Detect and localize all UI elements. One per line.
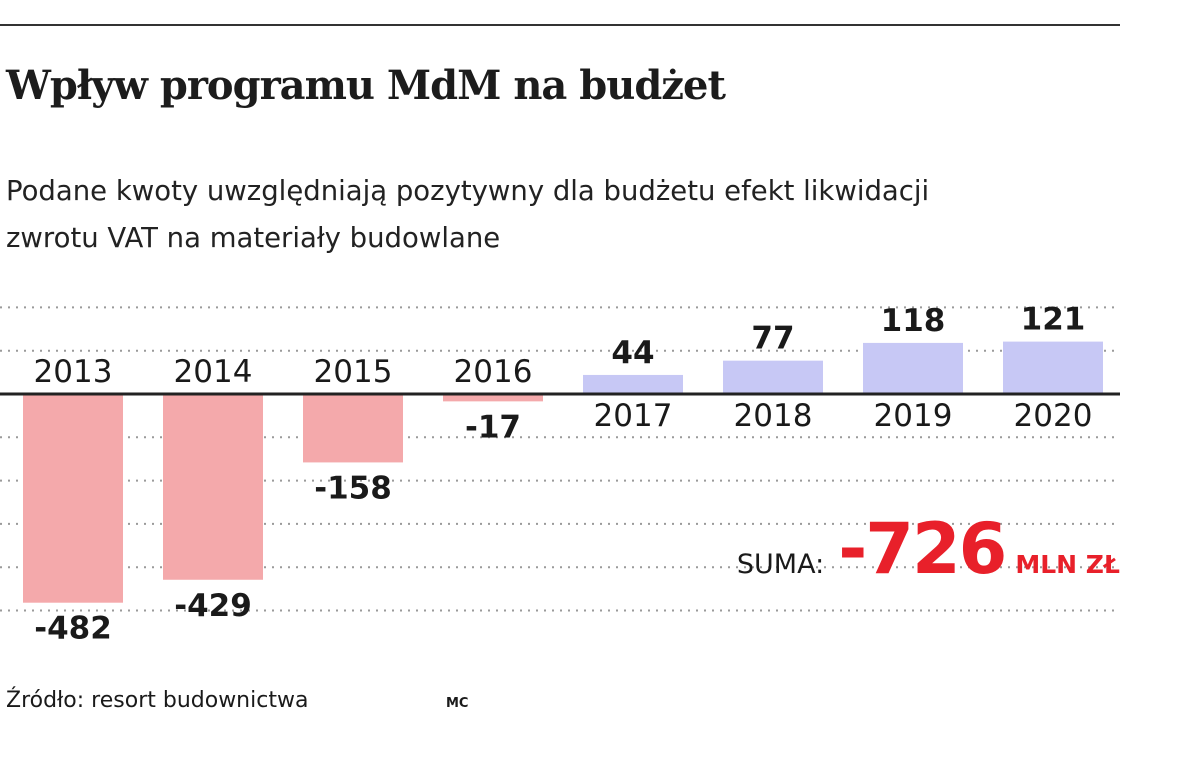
bar-2016 — [443, 394, 543, 402]
bar-2019 — [863, 342, 963, 394]
category-label: 2019 — [874, 398, 953, 434]
summary-label: SUMA: — [736, 549, 825, 580]
bar-2020 — [1003, 341, 1103, 394]
gridlines — [0, 306, 1120, 612]
value-label: 121 — [1021, 302, 1086, 338]
category-label: 2020 — [1014, 398, 1093, 434]
subtitle-line-2: zwrotu VAT na materiały budowlane — [6, 222, 501, 254]
category-label: 2015 — [314, 354, 393, 390]
labels: 2013 -482 2014 -429 2015 -158 2016 -17 2017 44 201… — [34, 302, 1093, 647]
category-label: 2018 — [734, 398, 813, 434]
value-label: -17 — [465, 409, 521, 445]
source-note: Źródło: resort budownictwa — [6, 688, 309, 713]
bar-2015 — [303, 394, 403, 463]
value-label: -429 — [174, 588, 252, 624]
summary-block: SUMA: -726 MLN ZŁ — [737, 508, 1120, 590]
subtitle-line-1: Podane kwoty uwzględniają pozytywny dla … — [6, 175, 930, 207]
value-label: 118 — [881, 303, 946, 339]
category-label: 2014 — [174, 354, 253, 390]
top-rule — [0, 24, 1120, 26]
bar-2013 — [23, 394, 123, 603]
value-label: -158 — [314, 470, 392, 506]
bars — [23, 341, 1103, 603]
value-label: 77 — [751, 321, 794, 357]
bar-2018 — [723, 360, 823, 394]
summary-value: -726 — [838, 508, 1007, 590]
category-label: 2013 — [34, 354, 113, 390]
category-label: 2017 — [594, 398, 673, 434]
author-initials: MC — [446, 696, 469, 711]
value-label: -482 — [34, 611, 112, 647]
category-label: 2016 — [454, 354, 533, 390]
value-label: 44 — [611, 335, 654, 371]
chart-title: Wpływ programu MdM na budżet — [6, 62, 726, 109]
bar-2014 — [163, 394, 263, 580]
chart-subtitle: Podane kwoty uwzględniają pozytywny dla … — [6, 168, 1136, 262]
summary-unit: MLN ZŁ — [1015, 550, 1120, 579]
bar-2017 — [583, 374, 683, 394]
